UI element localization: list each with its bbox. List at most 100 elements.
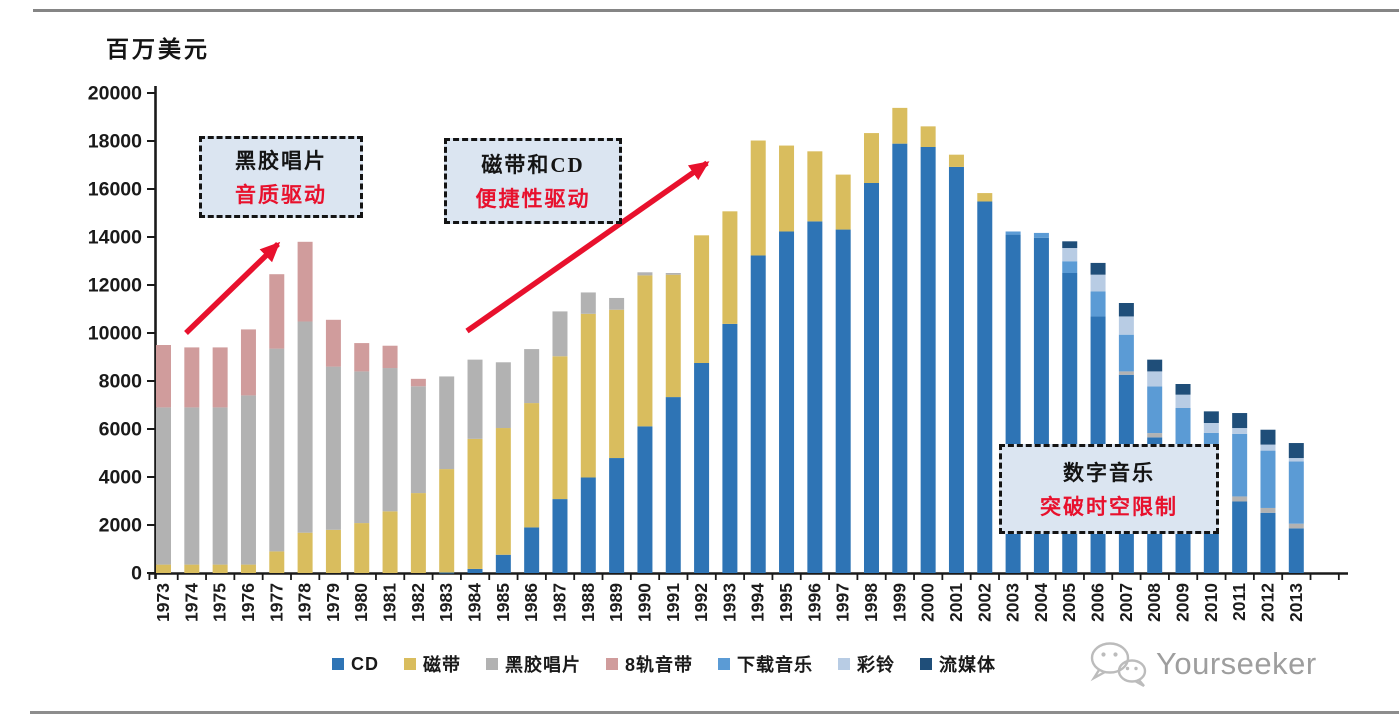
bar-segment-1985-黑胶唱片 bbox=[495, 362, 511, 429]
bar-segment-1973-8轨音带 bbox=[156, 345, 171, 408]
bar-1973 bbox=[156, 345, 171, 573]
bar-segment-2010-流媒体 bbox=[1203, 411, 1219, 423]
y-tick-label: 10000 bbox=[88, 323, 142, 345]
bar-segment-1998-CD bbox=[864, 183, 879, 573]
bar-segment-1981-磁带 bbox=[382, 511, 398, 573]
callout-subtitle: 音质驱动 bbox=[235, 183, 327, 207]
x-tick-label-1976: 1976 bbox=[238, 583, 258, 622]
legend-label: 黑胶唱片 bbox=[505, 655, 581, 675]
bar-2001 bbox=[948, 154, 964, 574]
legend-swatch bbox=[332, 658, 344, 670]
bar-segment-1977-8轨音带 bbox=[269, 274, 285, 349]
legend-swatch bbox=[404, 658, 416, 670]
bar-1976 bbox=[240, 329, 256, 573]
x-tick-label-1984: 1984 bbox=[465, 583, 485, 622]
bar-segment-1991-磁带 bbox=[665, 274, 681, 398]
x-tick-label-2013: 2013 bbox=[1286, 583, 1306, 622]
x-tick-label-1975: 1975 bbox=[210, 583, 230, 622]
callout-subtitle: 便捷性驱动 bbox=[475, 187, 591, 211]
bar-segment-1994-磁带 bbox=[750, 140, 766, 256]
x-tick-label-1980: 1980 bbox=[351, 583, 371, 622]
bar-segment-1975-黑胶唱片 bbox=[212, 407, 228, 565]
y-axis-unit-label: 百万美元 bbox=[106, 37, 210, 62]
bar-segment-1998-磁带 bbox=[864, 133, 879, 183]
bar-segment-1981-黑胶唱片 bbox=[382, 368, 398, 512]
bar-segment-1986-黑胶唱片 bbox=[524, 349, 540, 404]
bar-segment-1977-黑胶唱片 bbox=[269, 348, 285, 552]
callout-subtitle: 突破时空限制 bbox=[1040, 495, 1178, 519]
x-tick-label-1981: 1981 bbox=[380, 583, 400, 622]
bar-1975 bbox=[212, 347, 228, 573]
bar-segment-1980-磁带 bbox=[354, 523, 370, 573]
legend-label: 磁带 bbox=[423, 655, 461, 675]
watermark: Yourseeker bbox=[1088, 640, 1317, 688]
x-tick-label-2010: 2010 bbox=[1201, 583, 1221, 622]
bar-segment-1976-黑胶唱片 bbox=[240, 395, 256, 565]
bar-segment-2003-下载音乐 bbox=[1005, 231, 1021, 235]
bar-1999 bbox=[892, 107, 908, 573]
bar-segment-2012-彩铃 bbox=[1260, 444, 1276, 451]
legend-label: 流媒体 bbox=[939, 655, 997, 675]
bottom-divider-line bbox=[30, 711, 1399, 714]
x-tick-label-2001: 2001 bbox=[946, 583, 966, 622]
bar-segment-1983-黑胶唱片 bbox=[439, 376, 455, 470]
x-tick-label-1973: 1973 bbox=[153, 583, 173, 622]
bar-segment-1993-磁带 bbox=[722, 211, 738, 324]
bar-1998 bbox=[864, 133, 879, 573]
bar-segment-2010-彩铃 bbox=[1203, 423, 1219, 433]
bar-segment-1985-磁带 bbox=[495, 428, 511, 555]
axes: 0 2000 4000 6000 8000 10000 12000 14000 16000 180… bbox=[88, 83, 1348, 585]
callout-vinyl-era: 黑胶唱片 音质驱动 bbox=[199, 136, 363, 218]
bar-segment-1973-黑胶唱片 bbox=[156, 407, 171, 565]
bar-segment-1980-黑胶唱片 bbox=[354, 371, 370, 524]
bar-1974 bbox=[184, 347, 200, 573]
bar-segment-2013-黑胶唱片 bbox=[1288, 523, 1304, 529]
x-tick-label-1988: 1988 bbox=[578, 583, 598, 622]
x-tick-label-2004: 2004 bbox=[1031, 583, 1051, 622]
bar-segment-1996-CD bbox=[807, 221, 823, 573]
bar-segment-1977-磁带 bbox=[269, 551, 285, 573]
x-tick-label-1983: 1983 bbox=[436, 583, 456, 622]
bar-segment-1979-8轨音带 bbox=[325, 319, 341, 367]
bar-segment-1997-CD bbox=[835, 229, 851, 573]
bar-segment-1974-磁带 bbox=[184, 564, 200, 573]
bar-segment-2006-流媒体 bbox=[1090, 262, 1106, 275]
bar-segment-1997-磁带 bbox=[835, 174, 851, 230]
bar-segment-1999-CD bbox=[892, 143, 908, 573]
trend-arrows bbox=[184, 160, 710, 335]
callout-tape-cd-era: 磁带和CD 便捷性驱动 bbox=[444, 138, 622, 224]
bar-segment-2012-流媒体 bbox=[1260, 429, 1276, 445]
top-divider-line bbox=[33, 9, 1399, 12]
bar-1993 bbox=[722, 211, 738, 573]
legend-item-CD: CD bbox=[332, 654, 379, 675]
bar-segment-2009-流媒体 bbox=[1175, 384, 1191, 395]
y-tick-label: 14000 bbox=[88, 227, 142, 249]
bar-segment-2002-CD bbox=[977, 201, 993, 574]
bar-1978 bbox=[297, 241, 313, 573]
callout-title: 数字音乐 bbox=[1063, 461, 1155, 485]
bar-segment-1984-CD bbox=[467, 568, 483, 573]
bar-segment-1975-磁带 bbox=[212, 564, 228, 573]
bar-segment-1978-黑胶唱片 bbox=[297, 321, 313, 533]
bar-segment-1979-磁带 bbox=[325, 529, 341, 573]
bar-segment-1991-黑胶唱片 bbox=[665, 273, 681, 275]
bar-1985 bbox=[495, 362, 511, 573]
bar-1984 bbox=[467, 359, 483, 573]
bar-1990 bbox=[637, 272, 653, 573]
legend-swatch bbox=[920, 658, 933, 670]
bar-segment-2007-流媒体 bbox=[1118, 303, 1134, 317]
x-tick-label-1996: 1996 bbox=[804, 583, 824, 622]
bar-segment-2008-下载音乐 bbox=[1147, 386, 1163, 434]
bar-segment-1994-CD bbox=[750, 255, 766, 574]
bar-segment-2011-流媒体 bbox=[1232, 413, 1248, 429]
bar-segment-1986-CD bbox=[524, 527, 540, 573]
bar-segment-2008-彩铃 bbox=[1147, 371, 1163, 387]
legend-label: 下载音乐 bbox=[737, 655, 814, 675]
legend-item-彩铃: 彩铃 bbox=[838, 651, 895, 677]
bar-2002 bbox=[977, 193, 993, 574]
wechat-icon bbox=[1090, 642, 1147, 688]
bar-segment-2005-下载音乐 bbox=[1062, 261, 1078, 273]
x-tick-label-1992: 1992 bbox=[691, 583, 711, 622]
x-tick-label-2003: 2003 bbox=[1003, 583, 1023, 622]
x-tick-label-1995: 1995 bbox=[776, 583, 796, 622]
